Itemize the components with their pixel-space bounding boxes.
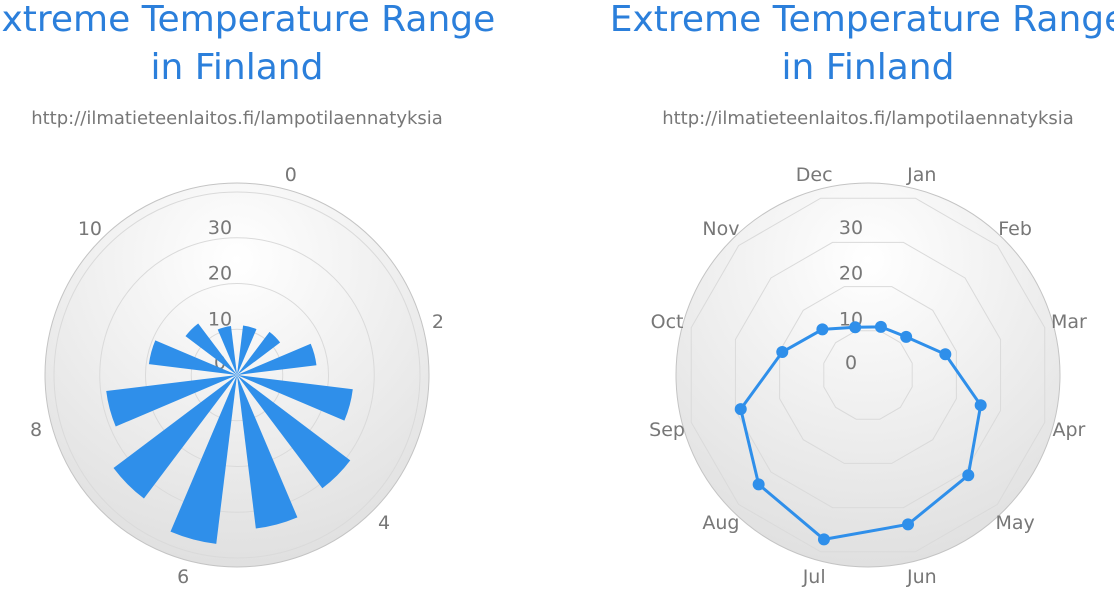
data-point	[974, 399, 987, 412]
gridline	[190, 328, 284, 422]
column-bar	[237, 331, 281, 375]
data-point	[900, 330, 913, 343]
category-label: Apr	[1052, 419, 1085, 441]
category-label: Oct	[651, 311, 684, 333]
right-chart-subtitle: http://ilmatieteenlaitos.fi/lampotilaenn…	[662, 108, 1074, 129]
gridline	[734, 241, 1002, 509]
category-label: Jul	[802, 566, 826, 588]
column-bar	[148, 340, 237, 375]
x-tick-label: 8	[30, 419, 42, 441]
data-point	[752, 478, 765, 491]
x-tick-label: 6	[177, 566, 189, 588]
data-point	[817, 533, 830, 546]
category-label: Sep	[649, 419, 685, 441]
data-point	[902, 518, 915, 531]
category-label: Mar	[1051, 311, 1087, 333]
data-point	[939, 348, 952, 361]
category-label: Jan	[906, 164, 936, 186]
category-label: Dec	[796, 164, 833, 186]
column-bar	[237, 375, 351, 489]
gridline	[779, 286, 957, 464]
data-point	[874, 320, 887, 333]
column-bar	[237, 343, 317, 375]
x-tick-label: 10	[78, 218, 102, 240]
column-bar	[106, 375, 237, 427]
y-tick-label: 30	[208, 217, 232, 239]
left-chart-title: Extreme Temperature Range in Finland	[0, 0, 496, 88]
y-tick-label: 30	[839, 217, 863, 239]
category-label: Feb	[998, 218, 1032, 240]
gridline	[823, 330, 913, 420]
data-point	[816, 323, 829, 336]
data-point	[776, 346, 789, 359]
x-tick-label: 2	[432, 311, 444, 333]
column-bar	[185, 323, 237, 375]
column-bar	[113, 375, 237, 499]
column-bar	[237, 325, 257, 375]
gridline	[99, 237, 375, 513]
data-point	[734, 403, 747, 416]
gridline	[690, 197, 1046, 553]
column-bar	[237, 375, 298, 529]
category-label: Aug	[702, 512, 739, 534]
gridline	[53, 191, 421, 559]
pane-background	[675, 182, 1061, 568]
category-label: Nov	[702, 218, 739, 240]
column-bar	[237, 375, 353, 421]
y-tick-label: 20	[839, 263, 863, 285]
y-tick-label: 20	[208, 263, 232, 285]
x-tick-label: 0	[285, 164, 297, 186]
y-tick-label: 10	[208, 308, 232, 330]
left-chart-subtitle: http://ilmatieteenlaitos.fi/lampotilaenn…	[31, 108, 443, 129]
column-bar	[217, 325, 237, 375]
y-tick-label: 0	[845, 352, 857, 374]
category-label: May	[995, 512, 1034, 534]
x-tick-label: 4	[378, 512, 390, 534]
data-point	[962, 469, 975, 482]
gridline	[145, 283, 329, 467]
right-chart-title: Extreme Temperature Range in Finland	[609, 0, 1114, 88]
data-point	[849, 321, 862, 334]
column-bar	[170, 375, 237, 544]
category-label: Jun	[906, 566, 937, 588]
